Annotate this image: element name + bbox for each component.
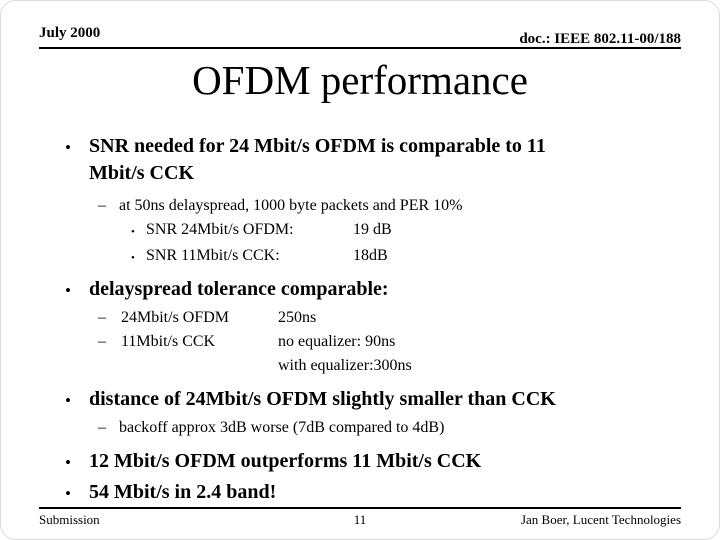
snr-row-value: 19 dB: [353, 221, 392, 238]
bullet-12mbit: 12 Mbit/s OFDM outperforms 11 Mbit/s CCK: [89, 450, 482, 472]
delay-row-value: no equalizer: 90ns: [278, 333, 396, 350]
footer-rule: [39, 507, 681, 509]
delay-row-label: 11Mbit/s CCK: [121, 333, 216, 350]
bullet-icon: •: [131, 252, 135, 264]
header-rule: [39, 47, 681, 49]
footer-page-number: 11: [353, 512, 367, 527]
snr-row-label: SNR 11Mbit/s CCK:: [146, 247, 280, 264]
delay-row-value: with equalizer:300ns: [278, 357, 412, 374]
sub-bullet-backoff: backoff approx 3dB worse (7dB compared t…: [119, 419, 445, 436]
bullet-icon: •: [65, 391, 71, 410]
bullet-snr-comparable: SNR needed for 24 Mbit/s OFDM is compara…: [89, 135, 546, 184]
footer-author: Jan Boer, Lucent Technologies: [520, 512, 681, 527]
header-date: July 2000: [39, 25, 101, 41]
bullet-icon: •: [65, 484, 71, 503]
bullet-icon: •: [131, 226, 135, 238]
bullet-delayspread: delayspread tolerance comparable:: [89, 278, 389, 300]
dash-icon: –: [98, 419, 106, 436]
header-doc-number: doc.: IEEE 802.11-00/188: [519, 31, 681, 47]
snr-row-value: 18dB: [353, 247, 388, 264]
bullet-icon: •: [65, 281, 71, 300]
footer-submission: Submission: [39, 512, 100, 527]
dash-icon: –: [98, 197, 106, 214]
bullet-icon: •: [65, 453, 71, 472]
dash-icon: –: [98, 333, 106, 350]
dash-icon: –: [98, 309, 106, 326]
sub-bullet-conditions: at 50ns delayspread, 1000 byte packets a…: [119, 197, 463, 214]
bullet-54mbit: 54 Mbit/s in 2.4 band!: [89, 481, 277, 503]
bullet-icon: •: [65, 138, 71, 157]
delay-row-value: 250ns: [278, 309, 317, 326]
snr-row-label: SNR 24Mbit/s OFDM:: [146, 221, 294, 238]
bullet-distance: distance of 24Mbit/s OFDM slightly small…: [89, 388, 556, 410]
slide-title: OFDM performance: [192, 57, 528, 103]
delay-row-label: 24Mbit/s OFDM: [121, 309, 230, 326]
